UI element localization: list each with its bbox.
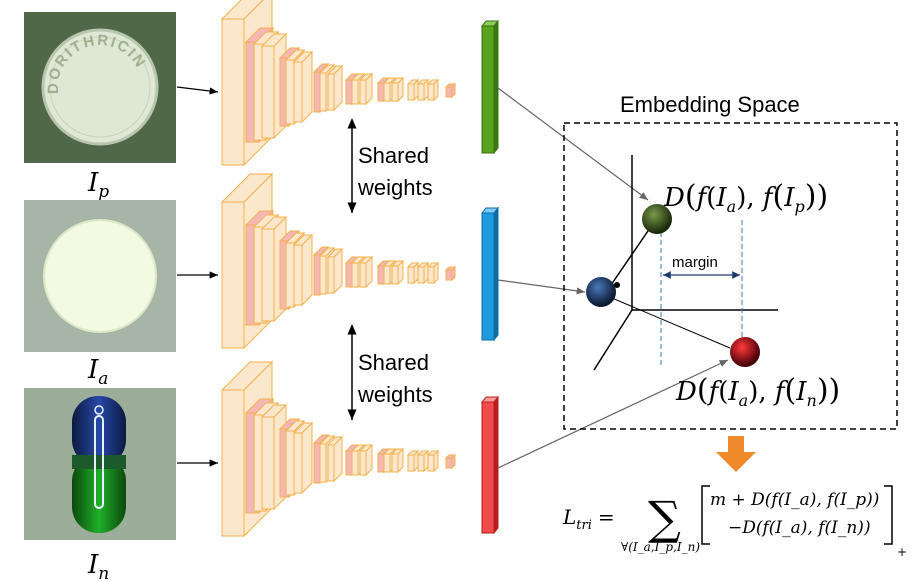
shared-weights-1-line1: Shared [358,143,429,168]
pill-round-plain [43,219,157,333]
arrow-input-p [176,86,219,95]
cnn-layer [426,449,440,473]
cnn-layer [444,82,457,99]
loss-lhs: Ltri = [562,505,615,533]
dist-negative-label: D(f(Ia), f(In)) [675,373,840,410]
embedding-space-title: Embedding Space [620,92,800,117]
anchor-neg-link [611,297,731,349]
cnn-layer [326,247,344,295]
point-negative [730,337,760,367]
axis-y [593,309,633,371]
point-anchor [586,277,616,307]
cnn-layer [406,261,420,285]
down-arrow-icon [716,436,756,472]
cnn-anchor [220,172,457,350]
arrow-to-anchor [497,279,586,295]
cnn-layer [326,435,344,483]
shared-weights-1-line2: weights [357,175,433,200]
cnn-layer [416,261,430,285]
cnn-layer [292,421,314,495]
margin-label: margin [672,254,718,271]
shared-weights-2-line2: weights [357,382,433,407]
capsule-bottom [72,455,126,533]
loss-sum-sub: ∀(I_a,I_p,I_n) [621,540,700,554]
cnn-layer [390,447,405,474]
input-image-anchor [24,200,176,352]
cnn-negative [220,360,457,538]
embedding-vector-negative [480,395,500,535]
cnn-layer [416,449,430,473]
arrow-to-neg [497,359,729,469]
cnn-layer [326,64,344,112]
arrow-to-pos [497,87,649,201]
pill-round-imprinted [41,28,159,146]
embedding-space-box [563,122,898,430]
cnn-layer [390,76,405,103]
loss-line2: −D(f(I_a), f(I_n)) [728,518,871,538]
cnn-layer [416,78,430,102]
cnn-layer [358,443,374,477]
embedding-vector-anchor [480,206,500,342]
cnn-layer [406,78,420,102]
loss-line1: m + D(f(I_a), f(I_p)) [710,490,879,510]
dist-positive-label: D(f(Ia), f(Ip)) [663,179,828,216]
loss-plus: + [897,545,907,559]
label-ip: Ip [87,168,109,202]
cnn-layer [444,265,457,282]
cnn-layer [292,50,314,124]
bracket-right [884,485,893,545]
cnn-layer [292,233,314,307]
input-image-positive: DORITHRICIN [24,12,176,163]
label-in: In [87,550,109,581]
cnn-positive [220,0,457,167]
cnn-layer [358,255,374,289]
cnn-layer [426,78,440,102]
bracket-left [701,485,710,545]
anchor-pos-link [610,227,651,286]
input-image-negative [24,388,176,540]
label-ia: Ia [87,355,108,389]
shared-weights-2-line1: Shared [358,350,429,375]
cnn-layer [358,72,374,106]
cnn-layer [406,449,420,473]
point-positive [642,204,672,234]
cnn-layer [390,259,405,286]
cnn-layer [444,453,457,470]
embedding-vector-positive [480,19,500,155]
capsule-top [72,396,126,466]
cnn-layer [426,261,440,285]
loss-sum: ∑ [648,491,681,545]
